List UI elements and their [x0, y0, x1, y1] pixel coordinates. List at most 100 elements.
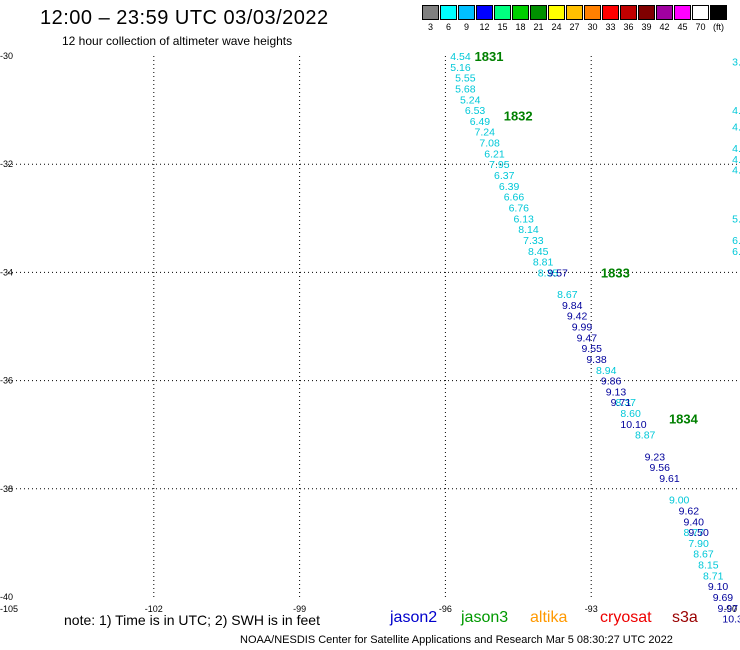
swh-value-label: 6.61 [732, 235, 740, 247]
swh-value-label: 9.00 [669, 495, 690, 507]
swh-value-label: 5.54 [732, 213, 740, 225]
swh-value-label: 8.87 [635, 430, 656, 442]
satellite-altika: altika [530, 609, 568, 626]
legend-swatch [602, 5, 619, 20]
legend-label: 30 [587, 22, 598, 32]
swh-value-label: 8.15 [698, 560, 719, 572]
swh-value-label: 9.84 [562, 300, 583, 312]
swh-value-label: 9.40 [684, 516, 705, 528]
swh-value-label: 5.16 [450, 62, 471, 74]
legend-label: 9 [463, 22, 469, 32]
y-tick-label: -36 [0, 376, 13, 386]
legend-swatch [494, 5, 511, 20]
legend-label: 70 [695, 22, 706, 32]
legend-label: 45 [677, 22, 688, 32]
x-tick-label: -96 [439, 604, 452, 614]
swh-value-label: 9.13 [606, 386, 627, 398]
page-subtitle: 12 hour collection of altimeter wave hei… [62, 34, 293, 48]
satellite-jason2: jason2 [390, 609, 438, 626]
swh-value-label: 8.67 [557, 289, 578, 301]
swh-value-label: 6.37 [494, 170, 515, 182]
swh-value-label: 9.69 [713, 592, 734, 604]
y-tick-label: -38 [0, 484, 13, 494]
swh-value-label: 6.21 [484, 148, 505, 160]
swh-value-label: 10.10 [620, 419, 646, 431]
swh-value-label: 6.95 [732, 246, 740, 258]
legend-label: 21 [533, 22, 544, 32]
swh-value-label: 5.68 [455, 83, 476, 95]
swh-value-label: 8.81 [533, 257, 554, 269]
swh-value-label: 4.56 [732, 105, 740, 117]
legend-label: 15 [497, 22, 508, 32]
legend-label: 39 [641, 22, 652, 32]
legend-swatch [674, 5, 691, 20]
swh-value-label: 6.49 [470, 116, 491, 128]
swh-value-label: 7.90 [688, 538, 709, 550]
x-tick-label: -93 [585, 604, 598, 614]
swh-value-label: 9.99 [572, 322, 593, 334]
legend-swatch [620, 5, 637, 20]
swh-value-label: 9.86 [601, 376, 622, 388]
swh-value-label: 9.38 [586, 354, 607, 366]
legend-label: 27 [569, 22, 580, 32]
legend-swatch [638, 5, 655, 20]
swh-value-label: 9.50 [688, 527, 709, 539]
x-tick-label: -99 [293, 604, 306, 614]
x-tick-label: -102 [145, 604, 163, 614]
pass-time-label: 1834 [669, 411, 699, 426]
legend-label: 36 [623, 22, 634, 32]
legend-swatch [566, 5, 583, 20]
swh-value-label: 9.62 [679, 505, 700, 517]
swh-value-label: 4.54 [450, 51, 471, 63]
swh-value-label: 8.77 [684, 527, 705, 539]
swh-value-label: 8.14 [518, 224, 539, 236]
legend-swatch [530, 5, 547, 20]
satellite-jason3: jason3 [461, 609, 509, 626]
legend-swatch [656, 5, 673, 20]
y-tick-label: -30 [0, 51, 13, 61]
x-tick-label: -105 [0, 604, 18, 614]
swh-value-label: 5.55 [455, 73, 476, 85]
legend-label: 18 [515, 22, 526, 32]
swh-value-label: 7.95 [489, 159, 510, 171]
y-tick-label: -32 [0, 159, 13, 169]
legend-swatch [548, 5, 565, 20]
swh-value-label: 9.23 [645, 451, 666, 463]
swh-value-label: 8.94 [596, 365, 617, 377]
legend-swatch [440, 5, 457, 20]
swh-value-label: 6.66 [504, 192, 525, 204]
swh-value-label: 4.53 [732, 143, 740, 155]
swh-value-label: 8.37 [616, 397, 637, 409]
axis-tick-labels: -105 -102 -99 -96 -93 -90 -30 -32 -34 -36 -38 -40 [0, 51, 737, 614]
legend-swatch [422, 5, 439, 20]
pass-time-label: 1833 [601, 265, 630, 280]
swh-value-label: 9.71 [611, 397, 632, 409]
swh-value-label: 7.24 [475, 127, 496, 139]
legend-label: 6 [445, 22, 451, 32]
swh-value-label: 4.77 [732, 165, 740, 177]
swh-value-label: 6.53 [465, 105, 486, 117]
page-title: 12:00 – 23:59 UTC 03/03/2022 [40, 7, 329, 29]
legend-swatch [458, 5, 475, 20]
swh-value-label: 9.47 [577, 332, 598, 344]
swh-value-label: 8.35 [538, 267, 559, 279]
credit-line: NOAA/NESDIS Center for Satellite Applica… [240, 634, 673, 646]
swh-value-label: 8.60 [620, 408, 641, 420]
swh-value-label: 9.10 [708, 581, 729, 593]
footer-note: note: 1) Time is in UTC; 2) SWH is in fe… [64, 612, 320, 628]
swh-value-label: 4.51 [732, 121, 740, 133]
legend-swatch [692, 5, 709, 20]
swh-value-label: 3.79 [732, 56, 740, 68]
swh-value-label: 9.61 [659, 473, 680, 485]
swh-value-label: 8.67 [693, 549, 714, 561]
swh-value-label: 7.33 [523, 235, 544, 247]
legend-label: 3 [427, 22, 433, 32]
legend-swatch [476, 5, 493, 20]
swh-value-label: 10.3 [722, 614, 740, 626]
swh-value-label: 5.24 [460, 94, 481, 106]
swh-value-label: 8.71 [703, 570, 724, 582]
legend-label: 42 [659, 22, 670, 32]
pass-time-label: 1831 [475, 49, 504, 64]
swh-value-label: 6.13 [513, 213, 534, 225]
swh-value-label: 9.57 [547, 267, 568, 279]
